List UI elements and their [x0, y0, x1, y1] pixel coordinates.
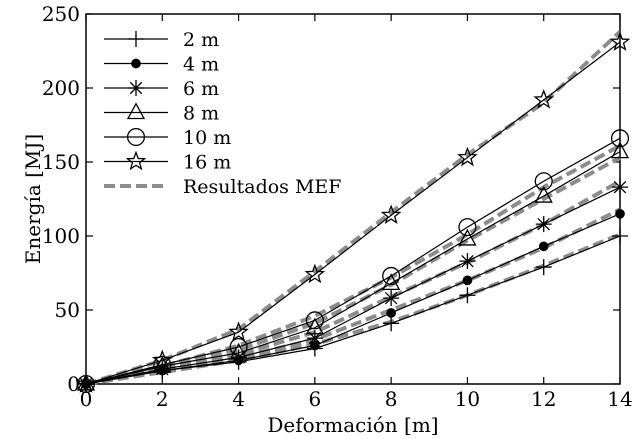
- open-circle-marker: [534, 172, 553, 191]
- data-series: [75, 31, 631, 394]
- open-circle-marker: [458, 218, 477, 237]
- star-marker: [380, 204, 402, 225]
- y-tick-label: 0: [67, 372, 80, 396]
- open-circle-marker: [229, 337, 248, 357]
- fem-result-curve: [85, 155, 621, 386]
- triangle-marker: [126, 102, 146, 120]
- triangle-marker: [229, 342, 248, 360]
- y-tick-label: 100: [42, 224, 80, 248]
- fem-result-curves: [85, 30, 622, 386]
- x-tick-label: 6: [308, 387, 321, 411]
- asterisk-marker: [612, 179, 628, 196]
- triangle-marker: [534, 185, 553, 203]
- axis-ticks: 0 2 4 6 8 10 12 14 0 50 100 150 200 250: [42, 2, 632, 411]
- x-axis-label: Deformación [m]: [267, 413, 438, 437]
- star-marker: [125, 150, 147, 171]
- legend-label: Resultados MEF: [183, 176, 341, 198]
- open-circle-marker: [305, 311, 324, 330]
- legend-label: 2 m: [183, 29, 219, 51]
- star-marker: [151, 349, 173, 370]
- legend-label: 8 m: [183, 103, 219, 125]
- series-line: [85, 151, 621, 385]
- plus-marker: [459, 287, 476, 304]
- asterisk-marker: [383, 290, 400, 307]
- filled-circle-marker: [462, 275, 473, 286]
- y-tick-label: 50: [55, 298, 80, 322]
- filled-circle-marker: [615, 208, 625, 219]
- open-circle-marker: [126, 127, 146, 147]
- series-16-m: [75, 31, 631, 393]
- plus-marker: [383, 315, 400, 332]
- asterisk-marker: [154, 361, 171, 378]
- open-circle-marker: [610, 129, 630, 148]
- plus-marker: [535, 259, 552, 276]
- series-10-m: [76, 129, 630, 394]
- x-tick-label: 2: [156, 387, 169, 411]
- series-line: [85, 41, 621, 385]
- triangle-marker: [382, 273, 401, 291]
- fem-result-curve: [85, 179, 621, 386]
- x-tick-label: 12: [531, 387, 556, 411]
- asterisk-marker: [306, 330, 323, 347]
- star-marker: [609, 31, 631, 51]
- star-marker: [533, 88, 555, 109]
- star-marker: [75, 373, 97, 393]
- open-circle-marker: [382, 266, 401, 286]
- legend-label: 6 m: [183, 78, 219, 100]
- asterisk-marker: [128, 80, 144, 96]
- asterisk-marker: [459, 253, 476, 270]
- filled-circle-marker: [538, 241, 549, 252]
- x-tick-label: 8: [385, 387, 398, 411]
- plus-marker: [128, 31, 144, 47]
- star-marker: [457, 146, 478, 167]
- y-tick-label: 150: [42, 150, 80, 174]
- legend-label: 4 m: [183, 54, 219, 76]
- triangle-marker: [458, 228, 477, 246]
- triangle-marker: [305, 317, 324, 335]
- series-line: [85, 137, 621, 385]
- open-circle-marker: [153, 355, 172, 374]
- fem-result-curve: [85, 30, 622, 386]
- fem-result-curve: [85, 143, 621, 386]
- legend-label: 16 m: [183, 152, 231, 174]
- x-tick-label: 4: [232, 387, 245, 411]
- asterisk-marker: [535, 216, 552, 233]
- series-line: [85, 186, 621, 385]
- asterisk-marker: [230, 349, 247, 366]
- y-tick-label: 250: [42, 2, 80, 26]
- y-axis-label: Energía [MJ]: [21, 134, 45, 264]
- x-tick-label: 10: [455, 387, 480, 411]
- filled-circle-marker: [386, 308, 396, 318]
- plus-marker: [612, 228, 628, 244]
- y-tick-label: 200: [42, 76, 80, 100]
- filled-circle-marker: [131, 58, 141, 69]
- star-marker: [228, 321, 249, 341]
- plot-area-frame: [85, 13, 621, 385]
- series-line: [85, 213, 621, 385]
- legend-label: 10 m: [183, 127, 231, 149]
- triangle-marker: [610, 141, 630, 159]
- x-tick-label: 0: [80, 387, 93, 411]
- star-marker: [304, 263, 326, 284]
- x-tick-label: 14: [607, 387, 632, 411]
